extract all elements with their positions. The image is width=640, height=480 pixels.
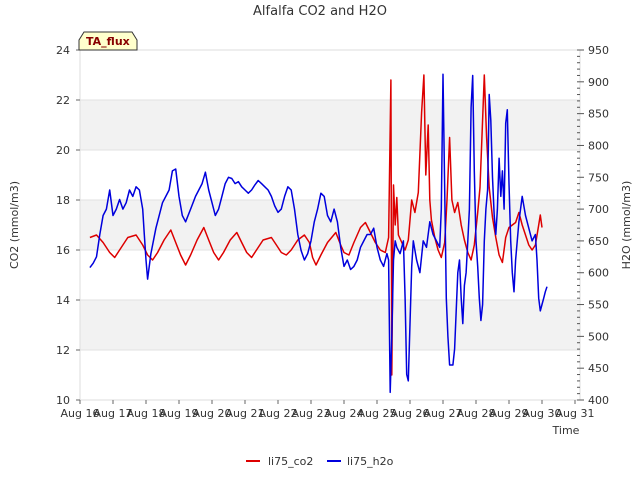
x-axis-label: Time (552, 424, 580, 437)
x-tick-label-9: Aug 25 (358, 407, 397, 420)
y-tick-label-24: 24 (56, 44, 70, 57)
plot-frame (79, 49, 581, 401)
x-tick-label-0: Aug 16 (61, 407, 100, 420)
x-tick-label-7: Aug 23 (292, 407, 331, 420)
y-tick-label-20: 20 (56, 144, 70, 157)
x-tick-label-3: Aug 19 (160, 407, 199, 420)
y-tick-label-18: 18 (56, 194, 70, 207)
ta-flux-badge: TA_flux (78, 31, 138, 51)
y2-tick-label-500: 500 (588, 330, 609, 343)
y-tick-label-12: 12 (56, 344, 70, 357)
x-tick-label-2: Aug 18 (127, 407, 166, 420)
y2-tick-label-950: 950 (588, 44, 609, 57)
legend: li75_co2 li75_h2o (246, 455, 394, 468)
y2-tick-label-850: 850 (588, 108, 609, 121)
series-line-li75_h2o (89, 73, 548, 394)
x-tick-label-1: Aug 17 (94, 407, 133, 420)
y2-tick-label-600: 600 (588, 267, 609, 280)
legend-label-co2: li75_co2 (268, 455, 313, 468)
y2-tick-label-750: 750 (588, 171, 609, 184)
x-tick-label-6: Aug 22 (259, 407, 298, 420)
x-tick-label-12: Aug 28 (457, 407, 496, 420)
x-tick-label-11: Aug 27 (424, 407, 463, 420)
badge-box (78, 31, 138, 51)
y-tick-label-16: 16 (56, 244, 70, 257)
x-tick-label-10: Aug 26 (391, 407, 430, 420)
series-line-li75_co2 (89, 74, 543, 376)
y2-tick-label-450: 450 (588, 362, 609, 375)
y2-tick-label-800: 800 (588, 139, 609, 152)
x-tick-label-15: Aug 31 (556, 407, 595, 420)
y2-tick-label-900: 900 (588, 76, 609, 89)
y-tick-label-22: 22 (56, 94, 70, 107)
x-tick-label-14: Aug 30 (523, 407, 562, 420)
y-tick-label-14: 14 (56, 294, 70, 307)
y2-tick-label-700: 700 (588, 203, 609, 216)
grid-band-2 (80, 100, 580, 150)
left-axis: 10 12 14 16 18 20 22 24 (56, 44, 80, 407)
right-axis: 400 450 500 550 600 650 700 750 800 850 900 950 (577, 44, 609, 407)
x-tick-label-5: Aug 21 (226, 407, 265, 420)
y2-tick-label-650: 650 (588, 235, 609, 248)
y2-axis-label: H2O (mmol/m3) (620, 181, 633, 270)
chart-title: Alfalfa CO2 and H2O (253, 4, 387, 19)
x-tick-label-13: Aug 29 (490, 407, 529, 420)
series-layer (89, 73, 548, 394)
badge-text: TA_flux (86, 35, 130, 48)
x-tick-label-8: Aug 24 (325, 407, 364, 420)
y2-tick-label-400: 400 (588, 394, 609, 407)
x-tick-label-4: Aug 20 (193, 407, 232, 420)
grid-band-0 (80, 300, 580, 350)
y2-tick-label-550: 550 (588, 299, 609, 312)
legend-label-h2o: li75_h2o (347, 455, 394, 468)
y-axis-label: CO2 (mmol/m3) (8, 181, 21, 269)
y-tick-label-10: 10 (56, 394, 70, 407)
